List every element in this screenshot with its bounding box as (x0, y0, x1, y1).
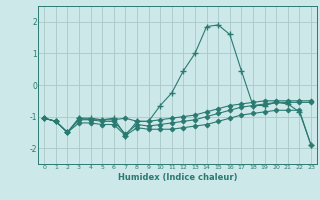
X-axis label: Humidex (Indice chaleur): Humidex (Indice chaleur) (118, 173, 237, 182)
